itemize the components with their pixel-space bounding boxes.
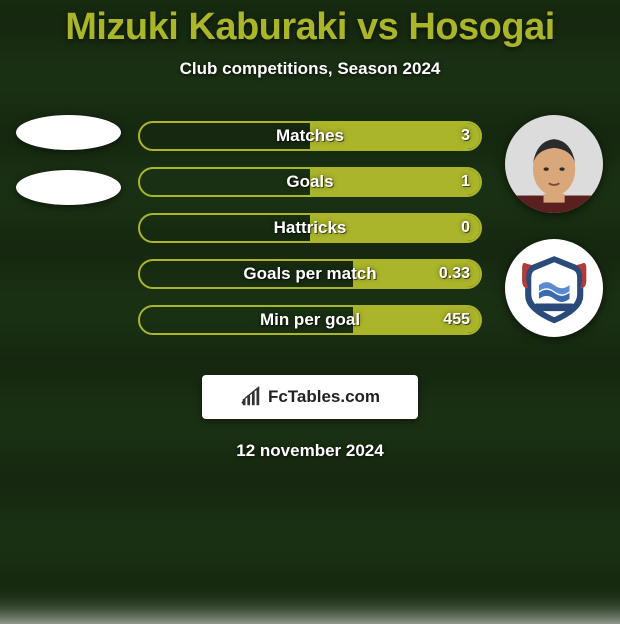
chart-bars-icon bbox=[240, 386, 262, 408]
right-portraits bbox=[494, 115, 614, 337]
stat-row: Goals per match 0.33 bbox=[138, 259, 482, 289]
stat-fill-right bbox=[310, 169, 480, 195]
stat-value-right: 0 bbox=[461, 219, 470, 237]
stat-label: Goals bbox=[286, 172, 333, 192]
stat-row: Hattricks 0 bbox=[138, 213, 482, 243]
left-portraits bbox=[8, 115, 128, 225]
stat-value-right: 3 bbox=[461, 127, 470, 145]
stat-value-right: 1 bbox=[461, 173, 470, 191]
stat-row: Matches 3 bbox=[138, 121, 482, 151]
player-silhouette-icon bbox=[510, 125, 598, 213]
brand-text: FcTables.com bbox=[268, 387, 380, 407]
date-text: 12 november 2024 bbox=[0, 441, 620, 461]
stat-label: Goals per match bbox=[243, 264, 376, 284]
stats-area: Matches 3 Goals 1 Hattricks 0 Goals per match 0… bbox=[0, 121, 620, 361]
right-club-crest bbox=[505, 239, 603, 337]
subtitle: Club competitions, Season 2024 bbox=[0, 59, 620, 79]
left-club-crest bbox=[16, 170, 121, 205]
stat-label: Hattricks bbox=[274, 218, 347, 238]
left-player-avatar bbox=[16, 115, 121, 150]
stat-label: Matches bbox=[276, 126, 344, 146]
stat-bars: Matches 3 Goals 1 Hattricks 0 Goals per match 0… bbox=[138, 121, 482, 351]
stat-row: Goals 1 bbox=[138, 167, 482, 197]
stat-label: Min per goal bbox=[260, 310, 360, 330]
stat-value-right: 0.33 bbox=[439, 265, 470, 283]
stat-row: Min per goal 455 bbox=[138, 305, 482, 335]
brand-badge: FcTables.com bbox=[202, 375, 418, 419]
right-player-avatar bbox=[505, 115, 603, 213]
page-title: Mizuki Kaburaki vs Hosogai bbox=[0, 6, 620, 49]
stat-value-right: 455 bbox=[443, 311, 470, 329]
club-crest-icon bbox=[516, 250, 592, 326]
